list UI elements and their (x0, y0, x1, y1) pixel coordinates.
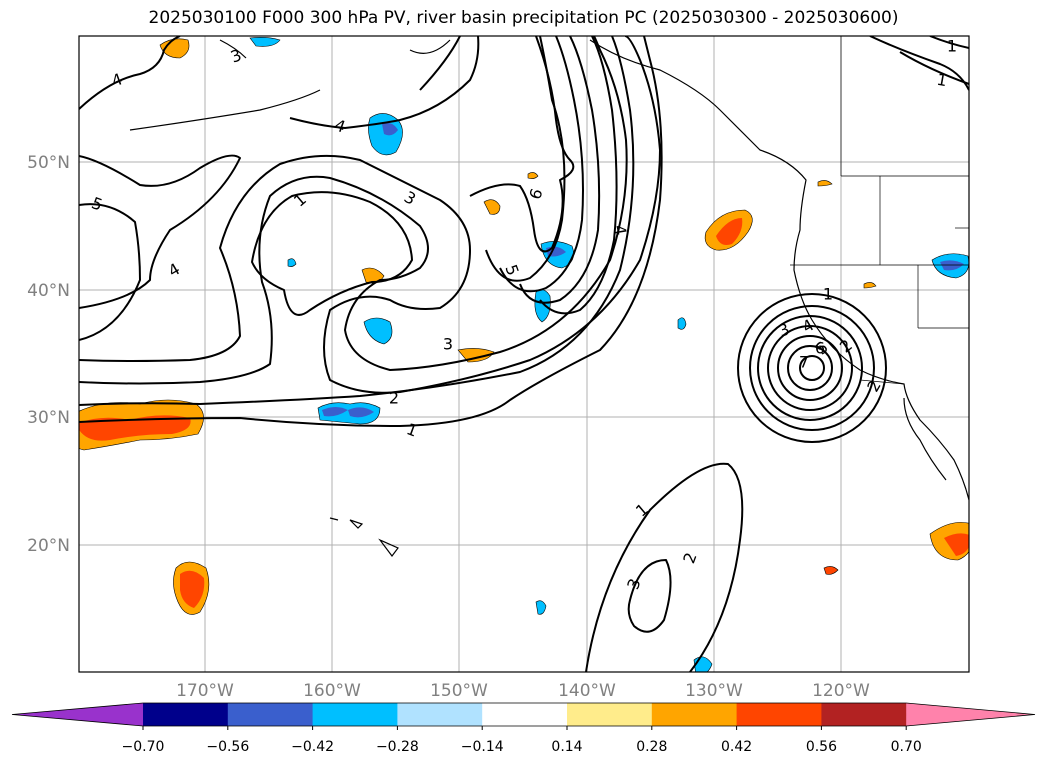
contour-label: 3 (228, 45, 244, 66)
contour-label: 1 (404, 419, 420, 440)
contour-label: 4 (332, 115, 348, 136)
colorbar-segment (651, 703, 738, 726)
lon-label: 150°W (430, 681, 488, 701)
gridlines (79, 36, 969, 672)
contour-label: 2 (679, 550, 700, 566)
colorbar-segment (736, 703, 822, 726)
lon-tick-labels: 170°W 160°W 150°W 140°W 130°W 120°W (176, 681, 870, 701)
colorbar-segment (227, 703, 314, 726)
colorbar-tick-label: −0.42 (291, 739, 334, 755)
contour-label: 1 (823, 285, 833, 304)
colorbar-tick-label: 0.14 (551, 739, 582, 755)
colorbar-segment (567, 703, 653, 726)
colorbar-extend-max (906, 703, 1035, 726)
lon-label: 140°W (558, 681, 616, 701)
contour-label: 4 (610, 223, 630, 236)
map-frame (78, 35, 970, 673)
colorbar-segment (397, 703, 483, 726)
colorbar-segment (482, 703, 568, 726)
borders (790, 36, 969, 385)
colorbar-tick-label: 0.42 (721, 739, 752, 755)
precip-anomaly-blobs (79, 37, 969, 672)
contour-label: 1 (947, 37, 957, 56)
contour-label: 7 (799, 353, 809, 372)
contour-label: 3 (443, 335, 453, 354)
lon-label: 120°W (812, 681, 870, 701)
contour-label: 3 (401, 187, 419, 209)
contour-label: 5 (89, 193, 105, 214)
contour-label: 1 (935, 70, 948, 90)
colorbar-tick-label: 0.56 (806, 739, 837, 755)
colorbar-tick-label: 0.28 (636, 739, 667, 755)
lat-tick-labels: 50°N 40°N 30°N 20°N (27, 153, 70, 556)
coastlines (129, 39, 969, 557)
colorbar-segment (143, 703, 229, 726)
lon-label: 130°W (685, 681, 743, 701)
contour-label: 5 (501, 262, 522, 278)
chart-title: 2025030100 F000 300 hPa PV, river basin … (148, 8, 899, 28)
lon-label: 170°W (176, 681, 234, 701)
contour-label: 2 (389, 389, 399, 408)
colorbar-segment (312, 703, 398, 726)
contour-label: 6 (525, 186, 546, 202)
colorbar-tick-label: −0.70 (122, 739, 165, 755)
contour-label: 3 (776, 319, 792, 340)
colorbar-extend-min (12, 703, 143, 726)
colorbar-segment (821, 703, 907, 726)
lat-label: 30°N (27, 408, 70, 428)
colorbar-tick-label: −0.14 (461, 739, 504, 755)
contour-label: 4 (165, 259, 183, 281)
colorbar-tick-label: 0.70 (891, 739, 922, 755)
lat-label: 40°N (27, 281, 70, 301)
colorbar-tick-label: −0.56 (206, 739, 249, 755)
lon-label: 160°W (303, 681, 361, 701)
contour-label: 6 (815, 339, 825, 358)
contour-label: 3 (623, 576, 644, 592)
pv-contours (79, 36, 969, 672)
colorbar-tick-label: −0.28 (376, 739, 419, 755)
lat-label: 20°N (27, 536, 70, 556)
lat-label: 50°N (27, 153, 70, 173)
colorbar: −0.70 −0.56 −0.42 −0.28 −0.14 0.14 0.28 0.42 0.5… (11, 702, 1036, 755)
